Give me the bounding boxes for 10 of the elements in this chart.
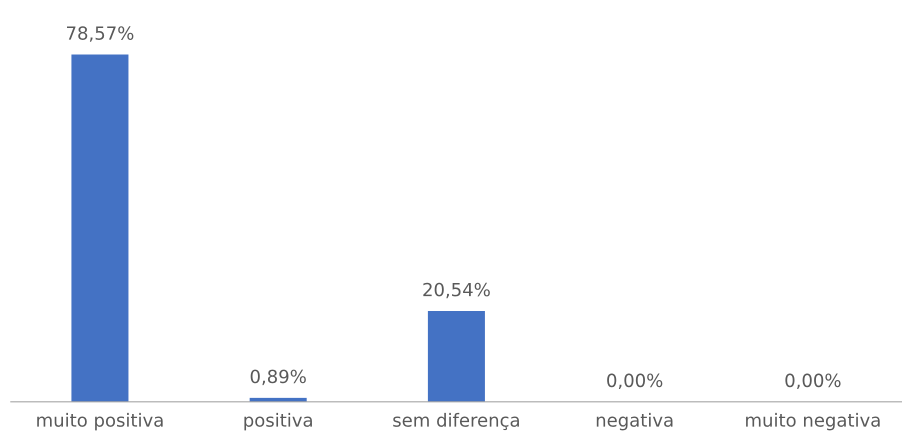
data-label: 0,89% (250, 370, 306, 386)
data-label: 20,54% (423, 282, 490, 298)
x-tick-label: muito positiva (37, 412, 163, 430)
x-tick-label: muito negativa (746, 412, 880, 430)
x-tick-label: sem diferença (393, 412, 519, 430)
x-tick-label: negativa (596, 412, 672, 430)
data-label: 78,57% (67, 26, 134, 42)
x-tick-label: positiva (244, 412, 312, 430)
data-label: 0,00% (785, 374, 841, 390)
data-label: 0,00% (607, 374, 662, 390)
